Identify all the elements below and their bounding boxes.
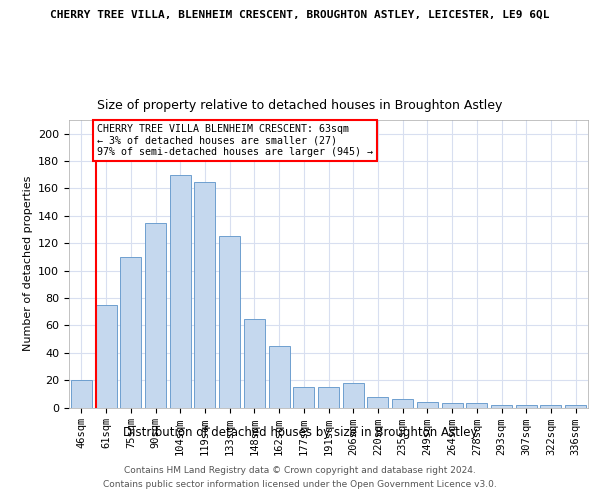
Bar bbox=[95, 305, 116, 408]
Bar bbox=[516, 405, 537, 407]
Text: Size of property relative to detached houses in Broughton Astley: Size of property relative to detached ho… bbox=[97, 100, 503, 112]
Bar bbox=[194, 182, 215, 408]
Bar bbox=[244, 318, 265, 408]
Y-axis label: Number of detached properties: Number of detached properties bbox=[23, 176, 32, 352]
Bar bbox=[318, 387, 339, 407]
Bar bbox=[541, 405, 562, 407]
Bar bbox=[71, 380, 92, 407]
Bar bbox=[293, 387, 314, 407]
Bar bbox=[565, 405, 586, 407]
Bar bbox=[466, 404, 487, 407]
Bar bbox=[392, 400, 413, 407]
Bar bbox=[145, 222, 166, 408]
Bar bbox=[491, 405, 512, 407]
Bar bbox=[120, 257, 141, 408]
Bar bbox=[219, 236, 240, 408]
Text: Contains HM Land Registry data © Crown copyright and database right 2024.: Contains HM Land Registry data © Crown c… bbox=[124, 466, 476, 475]
Bar bbox=[367, 396, 388, 407]
Text: CHERRY TREE VILLA, BLENHEIM CRESCENT, BROUGHTON ASTLEY, LEICESTER, LE9 6QL: CHERRY TREE VILLA, BLENHEIM CRESCENT, BR… bbox=[50, 10, 550, 20]
Bar bbox=[417, 402, 438, 407]
Bar bbox=[269, 346, 290, 408]
Bar bbox=[442, 404, 463, 407]
Text: Distribution of detached houses by size in Broughton Astley: Distribution of detached houses by size … bbox=[123, 426, 477, 439]
Bar bbox=[170, 175, 191, 408]
Text: CHERRY TREE VILLA BLENHEIM CRESCENT: 63sqm
← 3% of detached houses are smaller (: CHERRY TREE VILLA BLENHEIM CRESCENT: 63s… bbox=[97, 124, 373, 158]
Bar bbox=[343, 383, 364, 407]
Text: Contains public sector information licensed under the Open Government Licence v3: Contains public sector information licen… bbox=[103, 480, 497, 489]
